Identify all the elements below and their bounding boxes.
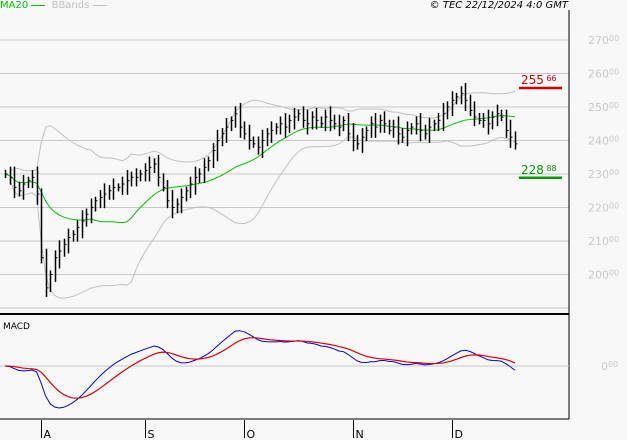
legend: MA20 BBands	[0, 0, 107, 12]
y-tick-label: 27000	[588, 34, 619, 47]
y-tick-label: 21000	[588, 235, 619, 248]
macd-signal-line	[4, 337, 516, 399]
x-tick-label: S	[148, 428, 155, 440]
macd-y-tick-label: 000	[601, 360, 618, 373]
x-tick-label: D	[455, 428, 463, 440]
support-label: 228 88	[521, 163, 557, 177]
legend-bbands-swatch	[92, 4, 107, 6]
bband-upper	[9, 90, 516, 173]
legend-ma20: MA20	[0, 0, 29, 11]
x-tick-label: A	[44, 428, 52, 440]
resistance-label: 255 66	[521, 73, 557, 87]
macd-line	[4, 330, 516, 409]
y-tick-label: 20000	[588, 269, 619, 282]
macd-title: MACD	[3, 322, 30, 332]
ma20-line	[4, 115, 516, 224]
legend-ma20-swatch	[31, 4, 46, 6]
x-tick-label: O	[247, 428, 256, 440]
copyright: © TEC 22/12/2024 4:0 GMT	[429, 0, 568, 11]
y-tick-label: 26000	[588, 68, 619, 81]
bband-lower	[9, 136, 516, 299]
y-tick-label: 24000	[588, 135, 619, 148]
y-tick-label: 25000	[588, 101, 619, 114]
y-tick-label: 22000	[588, 202, 619, 215]
x-tick-label: N	[356, 428, 364, 440]
legend-bbands: BBands	[51, 0, 90, 11]
y-tick-label: 23000	[588, 168, 619, 181]
